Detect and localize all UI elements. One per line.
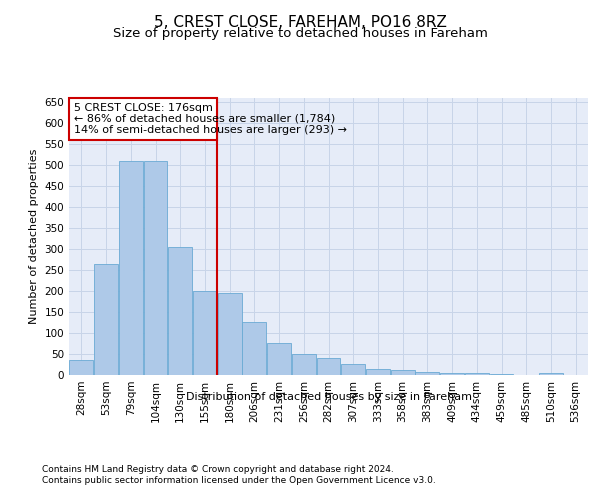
- Text: 5, CREST CLOSE, FAREHAM, PO16 8RZ: 5, CREST CLOSE, FAREHAM, PO16 8RZ: [154, 15, 446, 30]
- Bar: [168, 247, 192, 375]
- Text: ← 86% of detached houses are smaller (1,784): ← 86% of detached houses are smaller (1,…: [74, 114, 335, 124]
- Text: Contains public sector information licensed under the Open Government Licence v3: Contains public sector information licen…: [42, 476, 436, 485]
- Bar: [94, 264, 118, 375]
- Bar: [539, 373, 563, 375]
- Y-axis label: Number of detached properties: Number of detached properties: [29, 148, 39, 324]
- Text: Distribution of detached houses by size in Fareham: Distribution of detached houses by size …: [186, 392, 472, 402]
- Bar: [366, 368, 390, 375]
- FancyBboxPatch shape: [70, 98, 217, 140]
- Bar: [143, 160, 167, 375]
- Bar: [490, 374, 514, 375]
- Bar: [119, 160, 143, 375]
- Bar: [391, 370, 415, 375]
- Bar: [70, 360, 94, 375]
- Bar: [317, 358, 340, 375]
- Text: Size of property relative to detached houses in Fareham: Size of property relative to detached ho…: [113, 28, 487, 40]
- Bar: [292, 354, 316, 375]
- Bar: [218, 293, 242, 375]
- Bar: [242, 322, 266, 375]
- Bar: [465, 374, 489, 375]
- Bar: [440, 373, 464, 375]
- Text: 5 CREST CLOSE: 176sqm: 5 CREST CLOSE: 176sqm: [74, 102, 214, 113]
- Bar: [341, 364, 365, 375]
- Bar: [267, 344, 291, 375]
- Bar: [415, 372, 439, 375]
- Bar: [193, 291, 217, 375]
- Text: Contains HM Land Registry data © Crown copyright and database right 2024.: Contains HM Land Registry data © Crown c…: [42, 465, 394, 474]
- Text: 14% of semi-detached houses are larger (293) →: 14% of semi-detached houses are larger (…: [74, 125, 347, 135]
